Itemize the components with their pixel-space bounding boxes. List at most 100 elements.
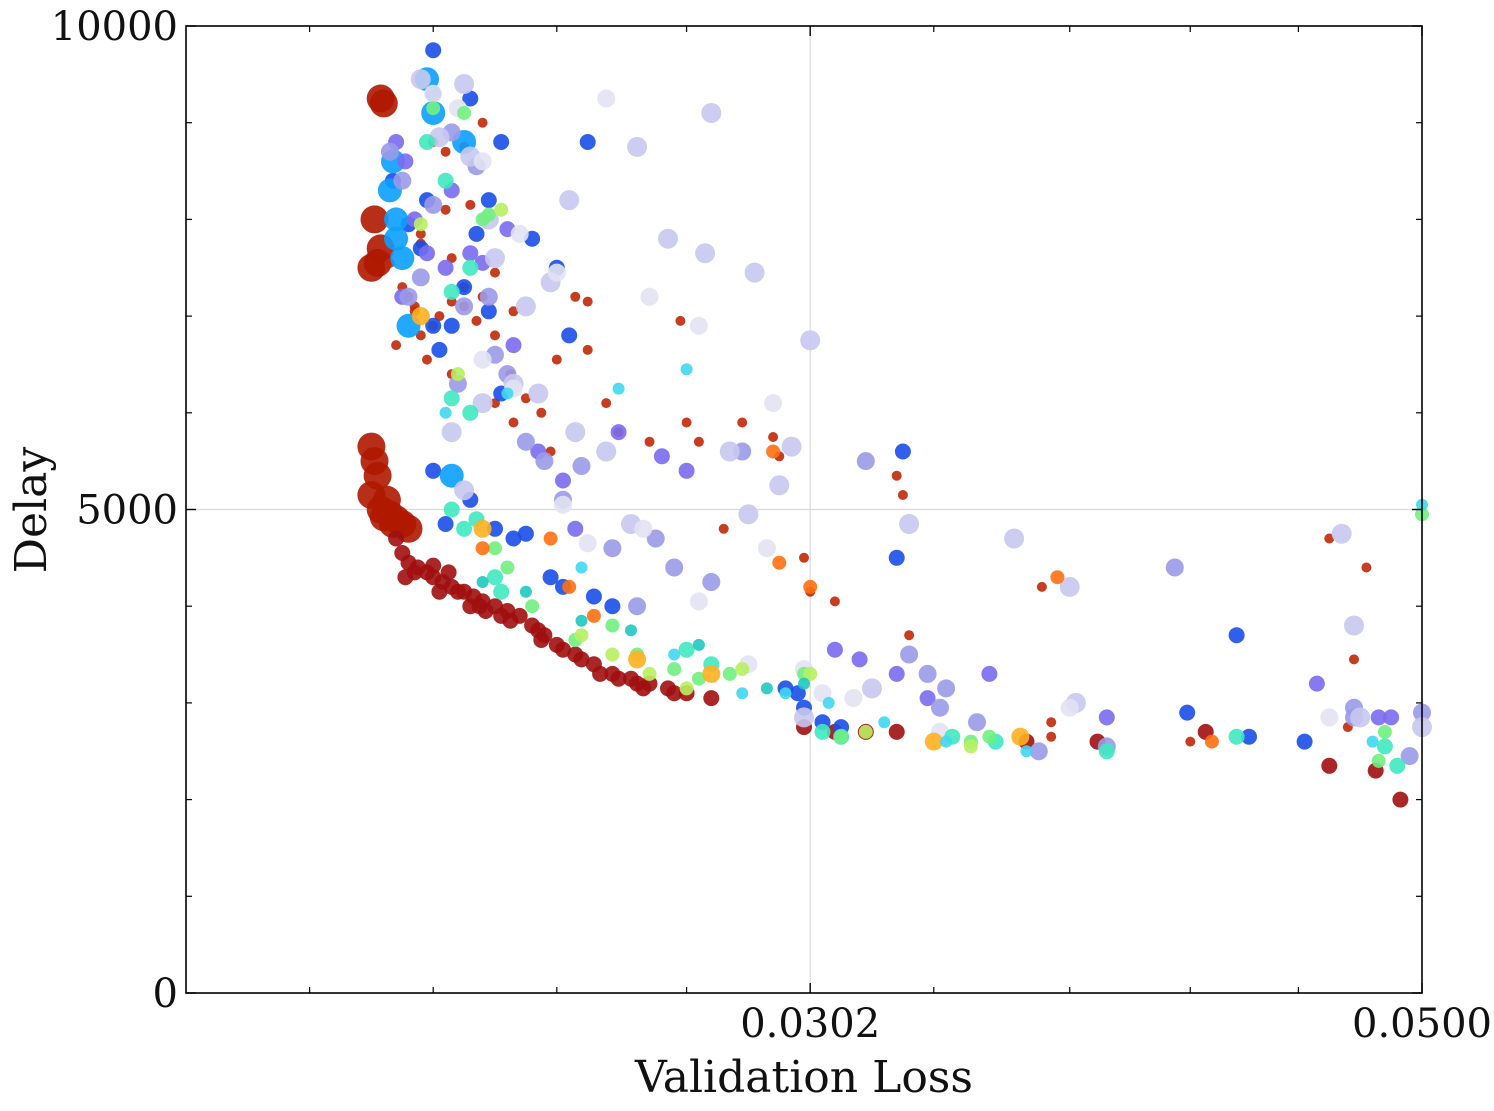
data-point	[678, 641, 695, 658]
data-point	[425, 317, 442, 334]
data-point	[1371, 753, 1386, 768]
data-point	[1366, 735, 1379, 748]
data-point	[462, 404, 479, 421]
data-point	[689, 316, 708, 335]
data-point	[565, 422, 586, 443]
data-point	[441, 422, 462, 443]
data-point	[1350, 707, 1371, 728]
data-point	[1308, 675, 1325, 692]
data-point	[680, 363, 693, 376]
data-point	[803, 579, 818, 594]
data-point	[689, 592, 708, 611]
data-point	[450, 367, 465, 382]
data-point	[502, 612, 519, 629]
series-12	[411, 307, 1030, 751]
data-point	[878, 716, 891, 729]
data-point	[968, 713, 986, 732]
data-point	[982, 729, 997, 744]
data-point	[596, 441, 617, 462]
data-point	[642, 666, 657, 681]
data-point	[473, 350, 492, 369]
data-point	[1241, 728, 1257, 745]
data-point	[851, 651, 868, 668]
data-point	[490, 267, 500, 278]
data-point	[625, 624, 637, 637]
data-point	[455, 297, 474, 316]
data-point	[894, 443, 911, 460]
data-point	[1098, 709, 1115, 726]
data-point	[519, 585, 532, 598]
data-point	[468, 225, 485, 242]
data-point	[693, 436, 704, 447]
data-point	[582, 296, 593, 307]
data-point	[1377, 724, 1392, 739]
series-15	[476, 576, 810, 695]
data-point	[462, 90, 479, 107]
data-point	[397, 153, 414, 170]
data-point	[1046, 717, 1057, 728]
data-point	[488, 541, 502, 556]
series-5	[388, 134, 1400, 726]
data-point	[446, 253, 457, 264]
data-point	[856, 452, 875, 471]
data-point	[555, 472, 571, 489]
data-point	[555, 641, 571, 658]
data-point	[431, 583, 448, 600]
data-point	[517, 525, 534, 542]
data-point	[667, 662, 682, 677]
data-point	[1400, 747, 1419, 766]
data-point	[695, 243, 716, 264]
data-point	[702, 573, 721, 591]
data-point	[411, 268, 430, 287]
data-point	[572, 457, 591, 475]
data-point	[718, 523, 729, 534]
data-point	[666, 685, 683, 702]
series-13	[475, 444, 1219, 749]
data-point	[702, 664, 721, 683]
data-point	[737, 417, 748, 428]
data-point	[473, 152, 492, 171]
data-point	[554, 495, 572, 514]
data-point	[562, 579, 577, 594]
data-point	[803, 666, 818, 681]
data-point	[426, 101, 441, 116]
tick-labels: 0.0302 0.0500 0 5000 10000	[51, 4, 1492, 1047]
data-point	[1392, 791, 1409, 808]
data-point	[443, 390, 460, 407]
data-point	[487, 569, 503, 586]
data-point	[439, 463, 464, 488]
data-point	[634, 519, 653, 538]
data-point	[579, 134, 596, 150]
data-point	[471, 315, 482, 326]
data-point	[505, 530, 522, 547]
data-point	[516, 432, 535, 451]
data-point	[586, 608, 601, 623]
y-tick-label: 0	[153, 971, 178, 1017]
data-point	[535, 452, 554, 471]
data-point	[439, 406, 452, 419]
data-point	[1228, 728, 1245, 745]
data-point	[888, 665, 905, 682]
data-point	[1228, 627, 1245, 644]
data-point	[1179, 704, 1196, 721]
data-point	[475, 541, 490, 556]
data-point	[799, 552, 809, 563]
data-point	[1004, 528, 1025, 549]
data-point	[380, 142, 399, 161]
data-point	[814, 723, 831, 740]
data-point	[505, 337, 522, 354]
data-point	[888, 723, 905, 740]
data-point	[1165, 558, 1184, 577]
data-point	[764, 394, 783, 413]
data-point	[434, 311, 445, 322]
data-point	[772, 555, 787, 570]
data-point	[570, 291, 581, 302]
data-point	[794, 707, 814, 728]
series-9	[419, 134, 1406, 774]
data-point	[431, 341, 448, 358]
x-tick-label: 0.0500	[1352, 1001, 1492, 1047]
data-point	[393, 171, 412, 190]
data-point	[440, 564, 457, 581]
data-point	[629, 675, 646, 692]
data-point	[1321, 757, 1338, 774]
